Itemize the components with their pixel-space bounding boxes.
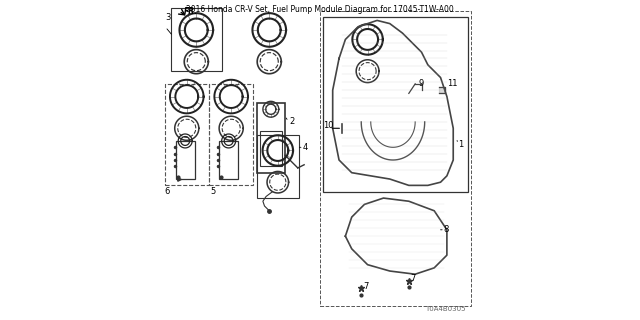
Text: FR.: FR. xyxy=(184,7,198,16)
Text: 2016 Honda CR-V Set, Fuel Pump Module Diagram for 17045-T1W-A00: 2016 Honda CR-V Set, Fuel Pump Module Di… xyxy=(186,5,454,14)
Text: 10: 10 xyxy=(323,121,333,130)
Bar xyxy=(209,84,253,185)
Bar xyxy=(175,141,195,179)
Text: T0A4B0305: T0A4B0305 xyxy=(426,306,466,312)
Bar xyxy=(323,17,467,192)
Text: 9: 9 xyxy=(419,79,424,88)
Bar xyxy=(260,132,282,166)
Text: 5: 5 xyxy=(211,187,216,196)
Text: 7: 7 xyxy=(410,275,416,284)
Bar xyxy=(320,11,470,306)
Bar xyxy=(219,141,238,179)
Text: 8: 8 xyxy=(444,225,449,234)
Text: 6: 6 xyxy=(164,187,170,196)
Text: 1: 1 xyxy=(458,140,463,148)
Bar xyxy=(171,8,221,71)
Text: 2: 2 xyxy=(290,117,295,126)
Text: 3: 3 xyxy=(165,13,171,22)
Bar xyxy=(257,135,300,198)
Bar xyxy=(164,84,209,185)
Text: 11: 11 xyxy=(447,79,458,88)
Bar xyxy=(257,103,285,173)
Text: 4: 4 xyxy=(303,143,308,152)
Text: 7: 7 xyxy=(363,282,368,292)
